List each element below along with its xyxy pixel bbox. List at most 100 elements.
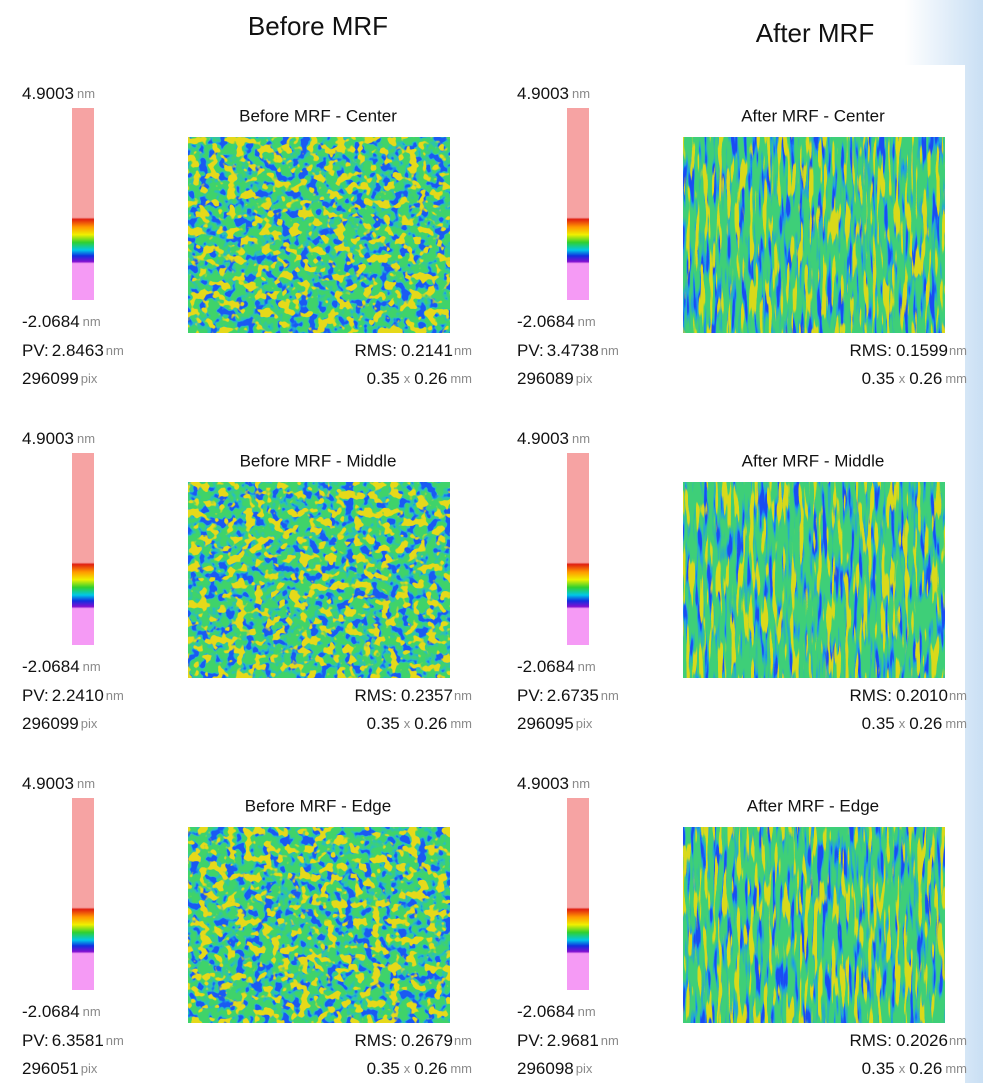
value: PV: bbox=[22, 686, 49, 705]
unit: nm bbox=[572, 86, 590, 101]
unit: nm bbox=[572, 431, 590, 446]
surface-map bbox=[683, 827, 945, 1023]
surface-map bbox=[188, 482, 450, 678]
value: 0.2026 bbox=[896, 1031, 948, 1050]
unit: nm bbox=[77, 776, 95, 791]
value: 4.9003 bbox=[22, 84, 74, 103]
unit: nm bbox=[601, 1033, 619, 1048]
unit: nm bbox=[83, 314, 101, 329]
value: 296099 bbox=[22, 714, 79, 733]
value: -2.0684 bbox=[517, 657, 575, 676]
value: 4.9003 bbox=[22, 429, 74, 448]
figure: Before MRF After MRF 4.9003nmBefore MRF … bbox=[0, 0, 983, 1083]
color-bar bbox=[72, 798, 94, 990]
value: 4.9003 bbox=[517, 84, 569, 103]
color-bar bbox=[567, 798, 589, 990]
surface-map bbox=[188, 827, 450, 1023]
unit: mm bbox=[945, 1061, 967, 1076]
value: 4.9003 bbox=[22, 774, 74, 793]
value: -2.0684 bbox=[22, 312, 80, 331]
value: 0.26 bbox=[414, 1059, 447, 1078]
panel-title: After MRF - Edge bbox=[747, 796, 879, 815]
value: 0.35 bbox=[862, 1059, 895, 1078]
rms: RMS:0.2141nm bbox=[354, 341, 472, 360]
unit: nm bbox=[454, 688, 472, 703]
rms: RMS:0.2357nm bbox=[354, 686, 472, 705]
value: PV: bbox=[517, 686, 544, 705]
value: RMS: bbox=[849, 341, 892, 360]
unit: pix bbox=[81, 371, 98, 386]
value: 0.2357 bbox=[401, 686, 453, 705]
unit: x bbox=[404, 716, 411, 731]
unit: nm bbox=[949, 343, 967, 358]
value: 296098 bbox=[517, 1059, 574, 1078]
unit: x bbox=[404, 371, 411, 386]
value: 6.3581 bbox=[52, 1031, 104, 1050]
unit: nm bbox=[106, 1033, 124, 1048]
unit: mm bbox=[945, 371, 967, 386]
value: 0.35 bbox=[367, 714, 400, 733]
unit: nm bbox=[572, 776, 590, 791]
value: 4.9003 bbox=[517, 429, 569, 448]
unit: pix bbox=[81, 1061, 98, 1076]
surface-map bbox=[683, 482, 945, 678]
value: PV: bbox=[517, 341, 544, 360]
color-bar bbox=[567, 453, 589, 645]
panel-title: Before MRF - Edge bbox=[245, 796, 391, 815]
value: 0.35 bbox=[367, 369, 400, 388]
unit: mm bbox=[450, 1061, 472, 1076]
unit: pix bbox=[81, 716, 98, 731]
value: 2.2410 bbox=[52, 686, 104, 705]
value: 2.9681 bbox=[547, 1031, 599, 1050]
unit: nm bbox=[601, 688, 619, 703]
value: 0.35 bbox=[862, 369, 895, 388]
color-bar bbox=[72, 453, 94, 645]
value: 0.26 bbox=[909, 714, 942, 733]
value: 0.35 bbox=[367, 1059, 400, 1078]
value: RMS: bbox=[849, 1031, 892, 1050]
color-bar bbox=[567, 108, 589, 300]
unit: x bbox=[899, 716, 906, 731]
value: 0.2141 bbox=[401, 341, 453, 360]
value: 2.8463 bbox=[52, 341, 104, 360]
value: 0.26 bbox=[414, 369, 447, 388]
value: -2.0684 bbox=[22, 1002, 80, 1021]
value: -2.0684 bbox=[517, 312, 575, 331]
value: -2.0684 bbox=[22, 657, 80, 676]
unit: nm bbox=[578, 659, 596, 674]
value: 0.2010 bbox=[896, 686, 948, 705]
unit: mm bbox=[450, 716, 472, 731]
unit: nm bbox=[83, 1004, 101, 1019]
unit: pix bbox=[576, 1061, 593, 1076]
value: 0.26 bbox=[414, 714, 447, 733]
value: RMS: bbox=[849, 686, 892, 705]
value: 3.4738 bbox=[547, 341, 599, 360]
value: 2.6735 bbox=[547, 686, 599, 705]
unit: nm bbox=[949, 1033, 967, 1048]
unit: mm bbox=[450, 371, 472, 386]
unit: nm bbox=[601, 343, 619, 358]
